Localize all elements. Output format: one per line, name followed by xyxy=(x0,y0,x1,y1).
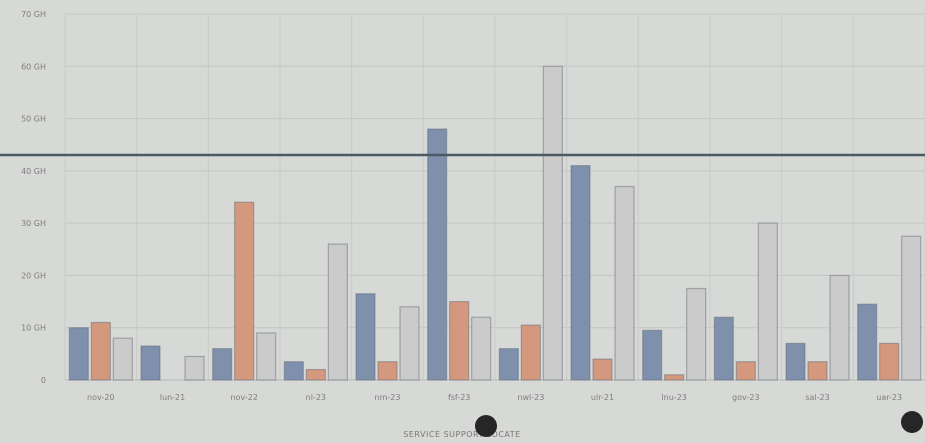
y-tick-label: 20 GH xyxy=(21,271,46,280)
x-tick-label: nm-23 xyxy=(375,393,401,402)
bar xyxy=(283,361,304,381)
x-tick-label: nov-22 xyxy=(230,393,258,402)
x-tick-label: gov-23 xyxy=(732,393,760,402)
dark-spot-decoration xyxy=(901,411,923,433)
bar xyxy=(713,316,734,381)
bar xyxy=(901,235,922,381)
y-tick-label: 10 GH xyxy=(21,324,46,333)
bar xyxy=(498,348,519,381)
bar xyxy=(664,374,685,381)
gridlines xyxy=(64,13,925,381)
bar xyxy=(377,361,398,381)
bar xyxy=(829,274,850,381)
y-axis: 0 10 GH 20 GH 30 GH 40 GH 50 GH 60 GH 70 GH xyxy=(21,10,46,385)
bar xyxy=(757,222,778,381)
bar xyxy=(234,201,255,381)
bar xyxy=(686,287,707,381)
y-tick-label: 30 GH xyxy=(21,219,46,228)
x-tick-label: sal-23 xyxy=(805,393,829,402)
x-tick-label: nov-20 xyxy=(87,393,115,402)
bar xyxy=(212,348,233,381)
bar xyxy=(592,358,613,381)
y-tick-label: 70 GH xyxy=(21,10,46,19)
bar xyxy=(449,300,470,381)
y-tick-label: 50 GH xyxy=(21,115,46,124)
bar xyxy=(355,293,376,381)
legend: SERVICE SUPPORT LOCATE xyxy=(403,430,520,439)
bar xyxy=(785,342,806,381)
x-tick-label: fsf-23 xyxy=(448,393,470,402)
x-tick-label: lnu-23 xyxy=(661,393,686,402)
x-tick-label: uar-23 xyxy=(876,393,902,402)
y-tick-label: 40 GH xyxy=(21,167,46,176)
x-tick-label: nwl-23 xyxy=(517,393,544,402)
bar xyxy=(184,355,205,381)
bar xyxy=(471,316,492,381)
bar xyxy=(735,361,756,381)
bar xyxy=(90,321,111,381)
y-tick-label: 60 GH xyxy=(21,62,46,71)
bar xyxy=(140,345,161,381)
x-tick-label: lun-21 xyxy=(160,393,185,402)
bar xyxy=(305,368,326,381)
bar xyxy=(642,329,663,381)
bar xyxy=(112,337,133,381)
bar xyxy=(427,128,448,381)
bar xyxy=(68,327,89,381)
x-axis: nov-20 lun-21 nov-22 nl-23 nm-23 fsf-23 nwl-23… xyxy=(87,393,902,402)
x-tick-label: ulr-21 xyxy=(591,393,614,402)
bar xyxy=(327,243,348,381)
y-tick-label: 0 xyxy=(41,376,46,385)
bar xyxy=(857,303,878,381)
bar xyxy=(614,185,635,381)
bar xyxy=(520,324,541,381)
x-tick-label: nl-23 xyxy=(306,393,326,402)
bar xyxy=(542,65,563,381)
bar xyxy=(399,306,420,381)
bar xyxy=(807,361,828,381)
bars xyxy=(68,65,922,381)
bar xyxy=(879,342,900,381)
bar xyxy=(256,332,277,381)
dark-spot-decoration xyxy=(475,415,497,437)
bar xyxy=(570,165,591,381)
